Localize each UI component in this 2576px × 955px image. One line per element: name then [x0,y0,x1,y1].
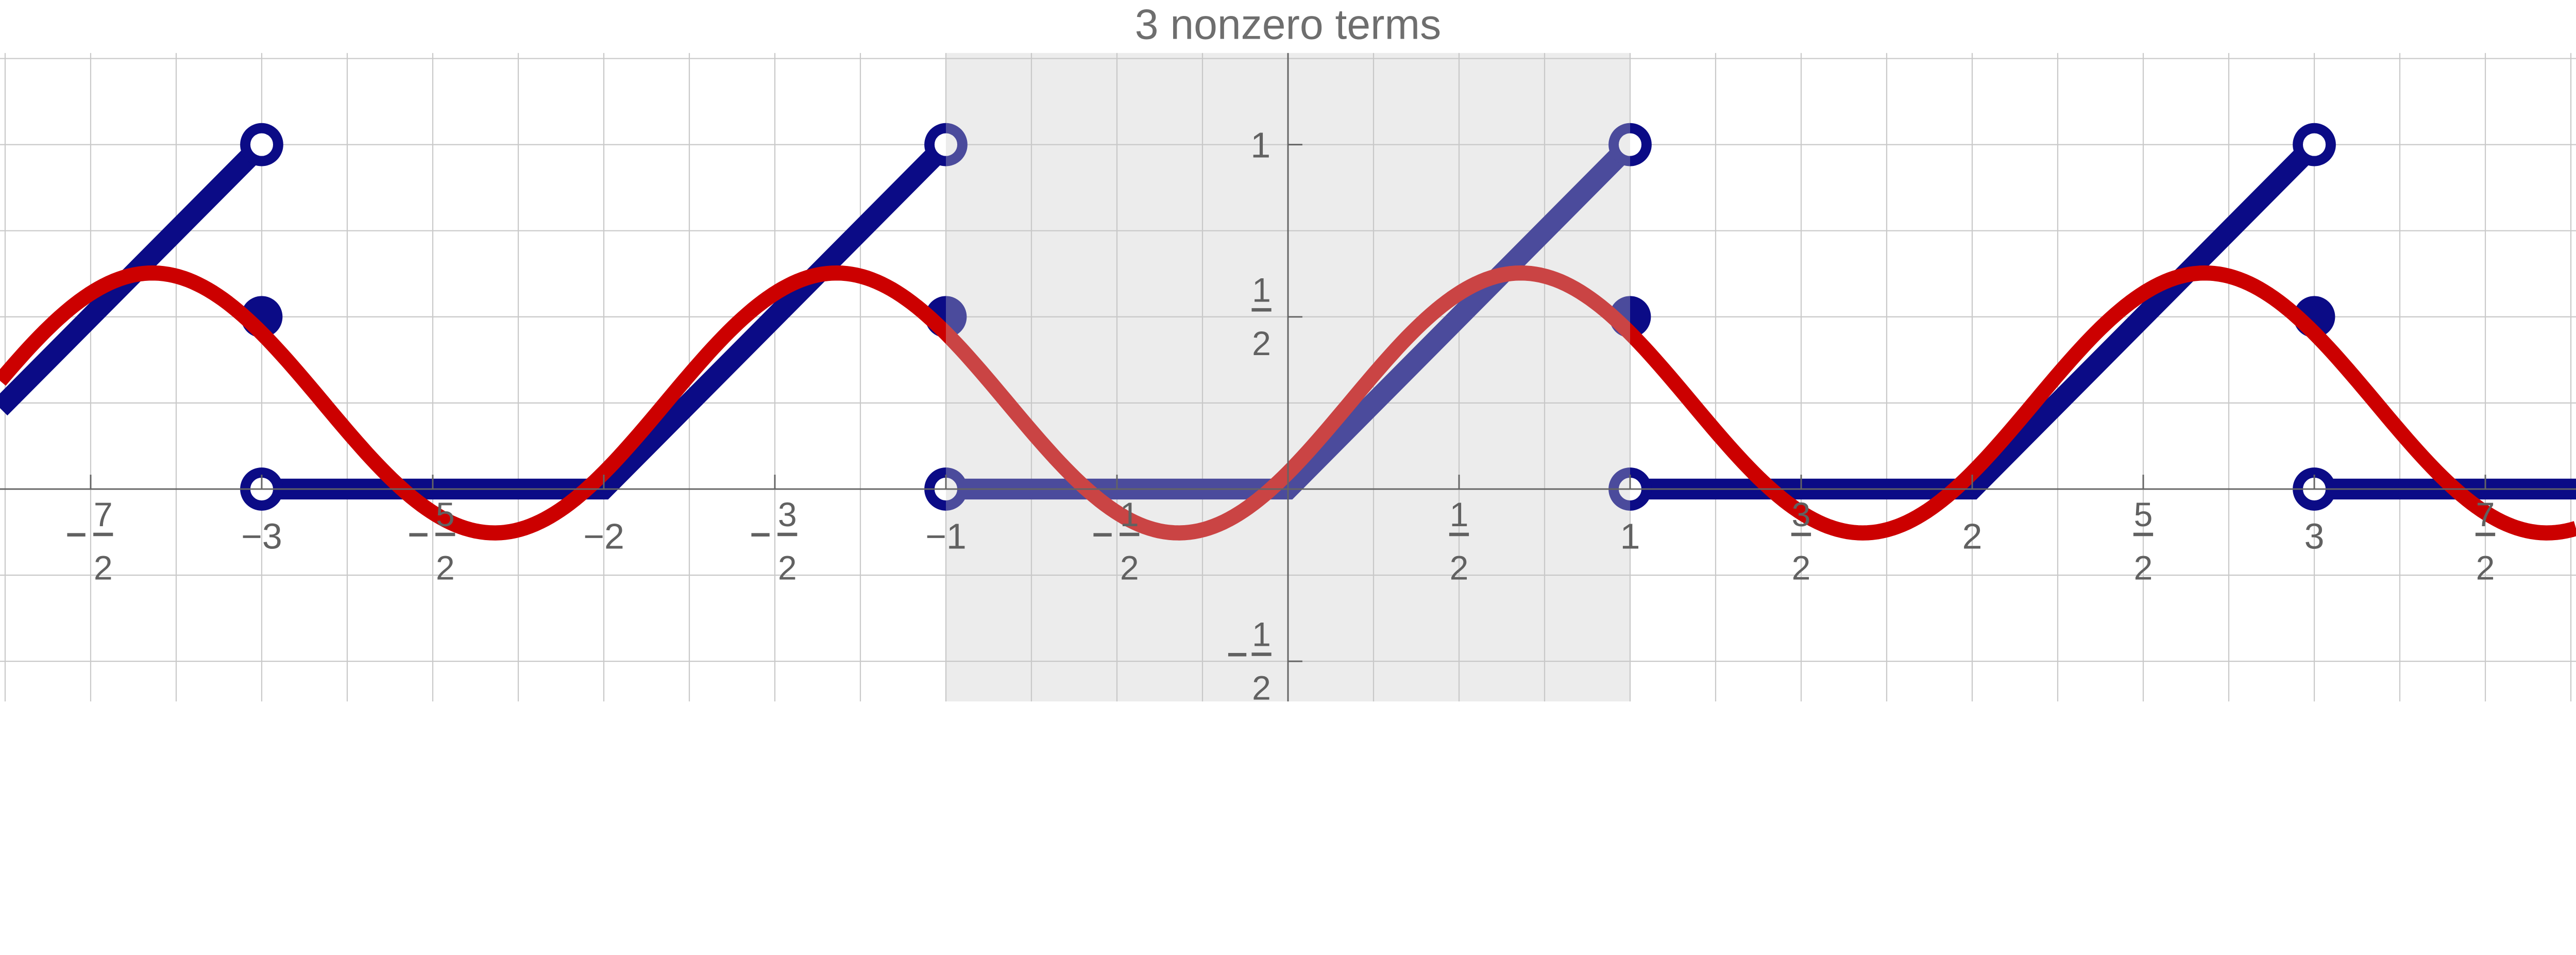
fraction-numerator: 1 [1450,496,1469,534]
fraction-bar [2133,532,2154,537]
fraction-bar [1791,532,1811,537]
fraction-numerator: 1 [1252,271,1271,309]
plot-title: 3 nonzero terms [1135,2,1441,48]
fraction-denominator: 2 [1252,325,1271,363]
fraction-bar [1449,532,1469,537]
fraction-numerator: 3 [1792,496,1811,534]
x-tick-label: −3 [241,516,282,557]
fraction-tick-label: 72 [2475,496,2496,588]
fraction-denominator: 2 [1792,549,1811,588]
fraction-bar [93,532,113,537]
fraction-bar [1251,308,1272,312]
fraction-denominator: 2 [436,549,455,588]
minus-sign [1093,533,1112,537]
x-tick-label: 3 [2304,516,2325,557]
fraction-numerator: 3 [778,496,797,534]
minus-sign [67,533,86,537]
fraction-denominator: 2 [778,549,797,588]
open-point-marker [2293,123,2336,166]
open-point-marker [924,123,968,166]
fraction-tick-label: 12 [1228,616,1272,701]
x-tick-label: 1 [1620,516,1640,557]
fraction-numerator: 7 [94,496,113,534]
fraction-numerator: 1 [1252,616,1271,654]
axes [0,53,2576,702]
fraction-denominator: 2 [1450,549,1469,588]
fraction-tick-label: 12 [1093,496,1140,588]
fraction-bar [777,532,798,537]
chart-frame: 7 2 −3 5 2 −2 3 2 −1 1 2 1 2 1 3 2 2 5 2 3 7 2 1 1 2 1 2 3 nonzero … [0,1,2576,702]
fraction-tick-label: 32 [751,496,798,588]
fraction-tick-label: 32 [1791,496,1811,588]
fraction-tick-label: 52 [2133,496,2154,588]
fraction-tick-label: 72 [67,496,113,588]
minus-sign [409,533,428,537]
fraction-bar [435,532,455,537]
fraction-numerator: 1 [1120,496,1139,534]
fraction-tick-label: 12 [1251,271,1272,363]
x-tick-label: 2 [1962,516,1982,557]
fraction-denominator: 2 [2476,549,2495,588]
fraction-bar [1120,532,1140,537]
y-tick-label: 1 [1250,125,1270,165]
x-tick-label: −1 [925,516,967,557]
fraction-tick-label: 52 [409,496,455,588]
fraction-denominator: 2 [2134,549,2153,588]
fraction-numerator: 5 [436,496,455,534]
minus-sign [751,533,770,537]
minus-sign [1228,652,1247,657]
tick-marks [90,144,2486,662]
fraction-denominator: 2 [94,549,113,588]
fraction-bar [1251,652,1272,656]
fraction-numerator: 5 [2134,496,2153,534]
fraction-numerator: 7 [2476,496,2495,534]
fraction-tick-label: 12 [1449,496,1469,588]
fraction-denominator: 2 [1120,549,1139,588]
x-tick-label: −2 [583,516,624,557]
open-point-marker [1608,123,1652,166]
grid-lines [0,53,2576,702]
fraction-bar [2475,532,2496,537]
open-point-marker [240,123,283,166]
fraction-denominator: 2 [1252,669,1271,701]
